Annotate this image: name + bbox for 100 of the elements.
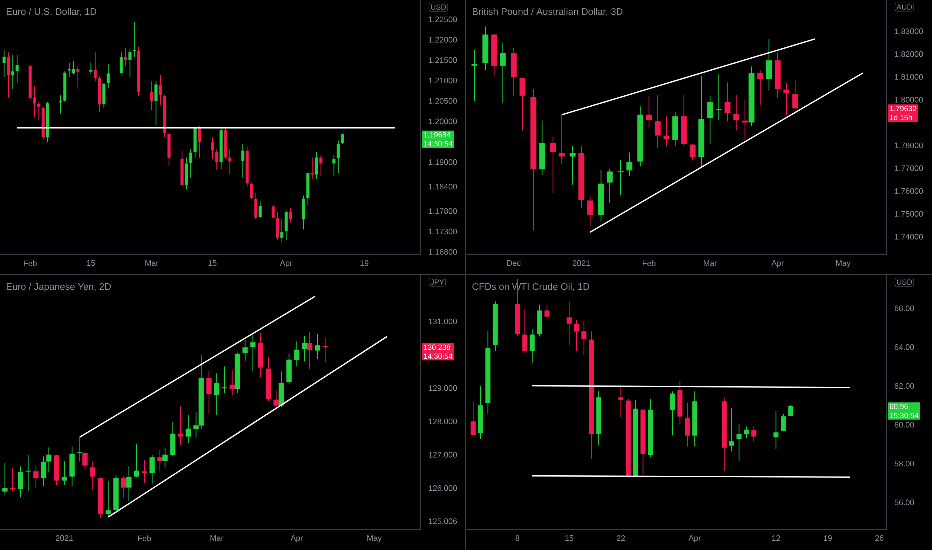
candlestick (134, 444, 140, 478)
y-tick-label: 1.16800 (429, 249, 458, 255)
candlestick (511, 48, 517, 97)
y-tick-label: 60.00 (894, 422, 914, 428)
y-tick-label: 58.00 (894, 460, 914, 467)
candlestick (537, 304, 542, 338)
candlestick (307, 332, 313, 370)
candlestick (302, 336, 308, 362)
candlestick (222, 366, 228, 394)
candlestick (198, 126, 202, 158)
candlestick (250, 182, 254, 200)
candlestick (38, 102, 41, 121)
candlestick (294, 341, 300, 368)
candlestick (690, 144, 696, 162)
candlestick (570, 146, 576, 186)
y-tick-label: 1.78000 (895, 142, 924, 148)
candlestick (550, 136, 556, 194)
candlestick (162, 448, 168, 468)
candlestick (320, 155, 323, 178)
x-tick-label: 12 (772, 536, 780, 542)
y-tick-label: 1.20000 (429, 118, 458, 124)
x-tick-label: 2021 (573, 260, 590, 266)
x-tick-label: May (368, 536, 382, 543)
candlestick (781, 414, 786, 432)
candlestick (76, 66, 80, 90)
candlestick (90, 461, 96, 490)
candlestick (211, 137, 214, 160)
candlestick (59, 94, 62, 114)
candlestick (178, 406, 184, 446)
y-tick-label: 1.77000 (895, 166, 924, 172)
y-tick-label: 1.21500 (429, 58, 458, 64)
x-tick-label: Dec (508, 260, 521, 266)
candlestick (150, 81, 154, 111)
candlestick (520, 77, 526, 131)
candlestick (744, 426, 750, 439)
candlestick (189, 148, 193, 178)
candlestick (186, 414, 192, 444)
candlestick (664, 116, 670, 147)
candlestick (2, 50, 6, 78)
candlestick (133, 22, 136, 58)
candlestick (258, 201, 262, 218)
text: Euro / U.S. Dollar, 1D (6, 8, 97, 16)
y-tick-label: 126.000 (429, 486, 458, 492)
y-tick-label: 131.000 (429, 318, 458, 324)
x-tick-label: Mar (210, 536, 224, 542)
candlestick (26, 454, 32, 492)
x-tick-label: Feb (138, 536, 152, 542)
candlestick (758, 70, 764, 106)
candlestick (341, 133, 344, 144)
text: British Pound / Australian Dollar, 3D (472, 8, 623, 16)
y-tick-label: 66.00 (894, 306, 914, 312)
y-tick-label: 1.81000 (895, 74, 924, 80)
candlestick (280, 219, 284, 243)
y-tick-label: 1.22500 (429, 16, 458, 22)
candlestick (742, 100, 748, 140)
candlestick (336, 140, 340, 174)
candlestick (120, 52, 124, 74)
y-tick-label: 1.20500 (429, 98, 458, 104)
candlestick (194, 126, 197, 158)
y-tick-label: 1.17300 (429, 228, 458, 235)
y-tick-label: 1.82000 (895, 52, 924, 58)
y-tick-label: 1.83000 (895, 28, 924, 34)
x-tick-label: Feb (643, 260, 656, 266)
candlestick (500, 42, 506, 104)
x-tick-label: 22 (617, 536, 626, 542)
candlestick (41, 456, 47, 488)
y-tick-label: 1.76000 (895, 188, 924, 194)
y-tick-label: 1.74000 (895, 234, 924, 240)
candlestick (729, 408, 734, 452)
candlestick (46, 447, 52, 473)
candlestick (559, 114, 565, 164)
candlestick (752, 426, 757, 442)
x-tick-label: 15 (87, 260, 96, 266)
candlestick (736, 424, 742, 462)
x-tick-label: 8 (516, 536, 520, 542)
candlestick (286, 353, 292, 385)
x-tick-label: Apr (280, 260, 293, 268)
candlestick (70, 446, 75, 488)
candlestick (672, 112, 678, 147)
candlestick (126, 466, 132, 502)
candlestick (154, 81, 158, 126)
y-tick-label: 62.00 (894, 383, 914, 390)
y-tick-label: 1.22000 (429, 37, 458, 43)
x-tick-label: Apr (688, 536, 702, 543)
candlestick (276, 212, 280, 241)
y-tick-label: 1.19000 (429, 160, 458, 166)
y-tick-label: 1.80000 (895, 97, 924, 103)
candlestick (582, 321, 587, 356)
candlestick (734, 94, 740, 131)
x-tick-label: Apr (772, 260, 784, 268)
candlestick (284, 210, 288, 241)
x-tick-label: May (836, 260, 851, 268)
candlestick (185, 157, 188, 190)
candlestick (228, 148, 232, 176)
candlestick (566, 300, 572, 346)
candlestick (788, 404, 794, 416)
x-tick-label: 15 (208, 260, 217, 266)
x-tick-label: Apr (290, 536, 304, 543)
candlestick (646, 96, 652, 128)
candlestick (242, 144, 245, 178)
